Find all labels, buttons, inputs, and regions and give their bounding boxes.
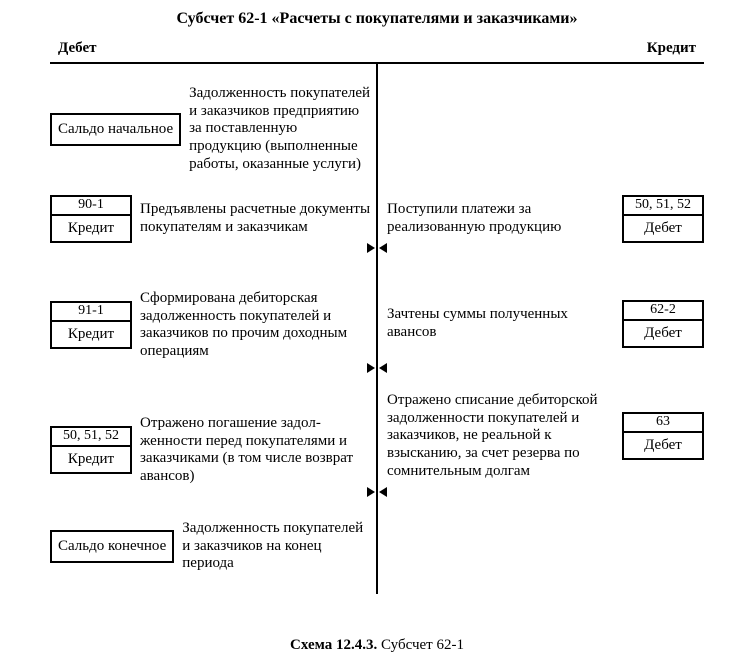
caption-bold: Схема 12.4.3. xyxy=(290,637,377,653)
acct-box-right-r3: 63 Дебет xyxy=(622,412,704,460)
entry-left-r1-desc: Предъявлены расчетные документы покупате… xyxy=(140,201,377,236)
balance-box-end: Сальдо конечное xyxy=(50,530,174,563)
acct-label-right-r3: Дебет xyxy=(624,431,702,458)
acct-code-left-r1: 90-1 xyxy=(52,197,130,214)
balance-box-start-label: Сальдо начальное xyxy=(52,115,179,144)
entry-left-r3-desc: Отражено погашение задол­женности перед … xyxy=(140,415,377,486)
entry-left-start-desc: Задолженность покупателей и заказчиков п… xyxy=(189,85,377,173)
entry-left-start-balance: Сальдо начальное Задолженность покупател… xyxy=(50,85,377,173)
entry-left-r2: 91-1 Кредит Сформирована дебиторская зад… xyxy=(50,290,377,361)
entry-right-r3-desc: Отражено списание деби­торской задолженн… xyxy=(377,392,614,480)
entry-left-r1: 90-1 Кредит Предъявлены расчетные докуме… xyxy=(50,195,377,243)
caption-rest: Субсчет 62-1 xyxy=(377,637,464,653)
entry-right-r1-desc: Поступили платежи за реализованную проду… xyxy=(377,201,614,236)
acct-code-right-r2: 62-2 xyxy=(624,302,702,319)
acct-label-right-r1: Дебет xyxy=(624,214,702,241)
entry-right-r3: 63 Дебет Отражено списание деби­торской … xyxy=(377,392,704,480)
acct-box-left-r3: 50, 51, 52 Кредит xyxy=(50,426,132,474)
acct-box-left-r2: 91-1 Кредит xyxy=(50,301,132,349)
entry-right-r2-desc: Зачтены суммы полученных авансов xyxy=(377,306,614,341)
t-account: Дебет Кредит Сальдо начальное Задолженно… xyxy=(50,40,704,600)
acct-label-left-r3: Кредит xyxy=(52,445,130,472)
balance-box-start: Сальдо начальное xyxy=(50,113,181,146)
entry-right-r2: 62-2 Дебет Зачтены суммы полученных аван… xyxy=(377,300,704,348)
acct-label-left-r2: Кредит xyxy=(52,320,130,347)
acct-code-right-r3: 63 xyxy=(624,414,702,431)
acct-box-left-r1: 90-1 Кредит xyxy=(50,195,132,243)
entry-left-r2-desc: Сформирована дебиторская задолженность п… xyxy=(140,290,377,361)
diagram-caption: Схема 12.4.3. Субсчет 62-1 xyxy=(0,637,754,654)
acct-code-right-r1: 50, 51, 52 xyxy=(624,197,702,214)
acct-box-right-r1: 50, 51, 52 Дебет xyxy=(622,195,704,243)
acct-code-left-r2: 91-1 xyxy=(52,303,130,320)
entry-left-end-desc: Задолженность покупателей и заказчиков н… xyxy=(182,520,377,573)
acct-box-right-r2: 62-2 Дебет xyxy=(622,300,704,348)
acct-label-right-r2: Дебет xyxy=(624,319,702,346)
entry-left-r3: 50, 51, 52 Кредит Отражено погашение зад… xyxy=(50,415,377,486)
entry-right-r1: 50, 51, 52 Дебет Поступили платежи за ре… xyxy=(377,195,704,243)
entry-left-end-balance: Сальдо конечное Задолженность покупателе… xyxy=(50,520,377,573)
acct-label-left-r1: Кредит xyxy=(52,214,130,241)
acct-code-left-r3: 50, 51, 52 xyxy=(52,428,130,445)
header-credit: Кредит xyxy=(647,40,696,57)
diagram-title: Субсчет 62-1 «Расчеты с покупателями и з… xyxy=(0,0,754,34)
balance-box-end-label: Сальдо конечное xyxy=(52,532,172,561)
header-debit: Дебет xyxy=(58,40,97,57)
